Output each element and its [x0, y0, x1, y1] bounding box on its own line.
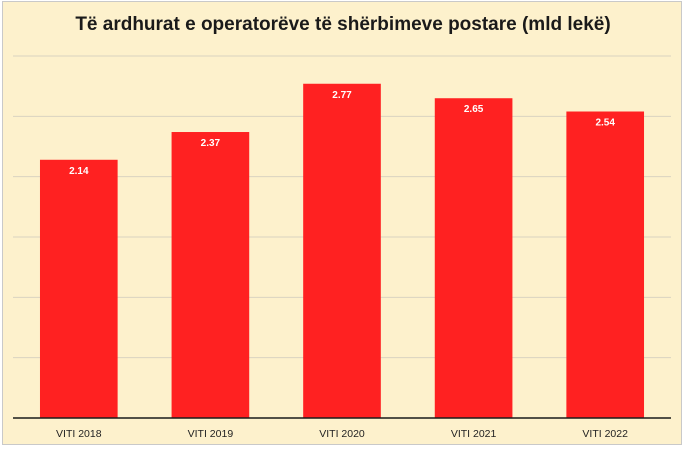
data-label: 2.77	[332, 90, 352, 101]
bar	[39, 159, 118, 419]
bars	[39, 83, 645, 419]
x-tick-label: VITI 2020	[319, 428, 365, 440]
x-tick-label: VITI 2022	[582, 428, 628, 440]
data-label: 2.65	[464, 104, 484, 115]
bar-chart: 2.142.372.772.652.54 VITI 2018 VITI 2019 V…	[13, 55, 671, 440]
x-tick-label: VITI 2018	[56, 428, 102, 440]
data-label: 2.37	[201, 138, 221, 149]
x-tick-label: VITI 2019	[188, 428, 234, 440]
chart-title: Të ardhurat e operatorëve të shërbimeve …	[75, 14, 611, 35]
x-axis-ticks: VITI 2018 VITI 2019 VITI 2020 VITI 2021 VITI…	[56, 428, 628, 440]
bar	[566, 111, 645, 419]
bar	[434, 98, 513, 418]
x-tick-label: VITI 2021	[451, 428, 497, 440]
data-labels: 2.14 2.37 2.77 2.65 2.54	[69, 90, 615, 177]
bar	[303, 83, 381, 419]
data-label: 2.14	[69, 166, 89, 177]
bar	[171, 132, 250, 418]
data-label: 2.54	[595, 118, 615, 129]
